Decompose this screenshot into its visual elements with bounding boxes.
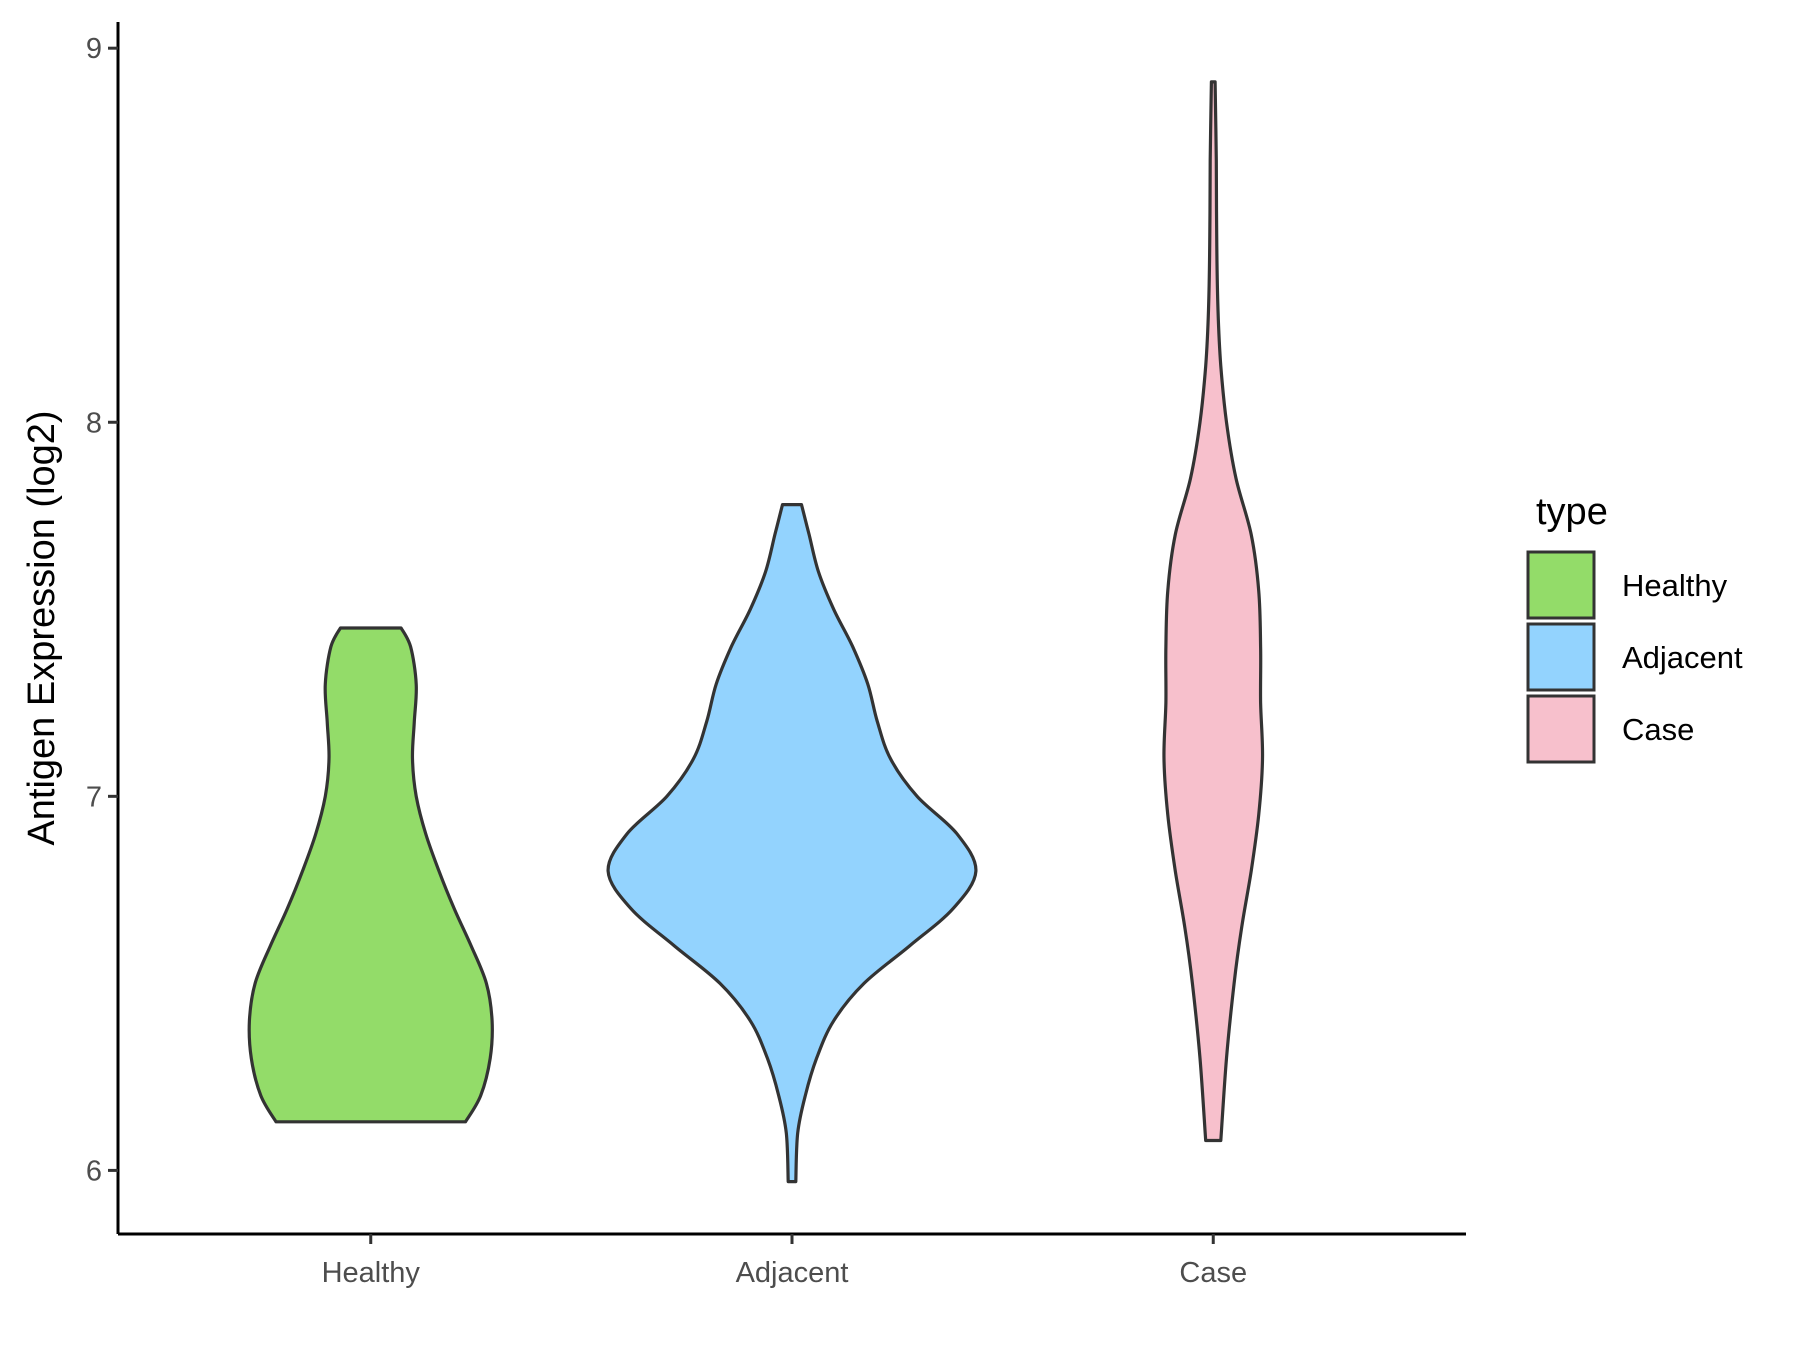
- violin-layer: [247, 80, 1265, 1184]
- violin-healthy: [247, 626, 494, 1124]
- x-tick-label: Case: [1179, 1257, 1247, 1289]
- legend-title: type: [1536, 491, 1608, 533]
- x-tick-label: Healthy: [322, 1257, 421, 1289]
- legend-label-case: Case: [1622, 712, 1694, 747]
- y-ticks: 6 7 8 9: [86, 33, 118, 1187]
- x-ticks: Healthy Adjacent Case: [322, 1234, 1247, 1289]
- y-axis-title: Antigen Expression (log2): [21, 410, 63, 845]
- violin-case: [1162, 80, 1265, 1143]
- legend-swatch-healthy: [1526, 550, 1596, 620]
- x-tick-label: Adjacent: [736, 1257, 849, 1289]
- y-tick-label: 9: [86, 33, 102, 65]
- y-tick-label: 8: [86, 407, 102, 439]
- y-tick-label: 7: [86, 781, 102, 813]
- legend-swatch-adjacent: [1526, 622, 1596, 692]
- legend-items: Healthy Adjacent Case: [1526, 550, 1743, 764]
- legend: type Healthy Adjacent Case: [1526, 491, 1743, 764]
- legend-label-healthy: Healthy: [1622, 568, 1728, 603]
- legend-label-adjacent: Adjacent: [1622, 640, 1743, 675]
- violin-adjacent: [606, 503, 978, 1184]
- y-tick-label: 6: [86, 1155, 102, 1187]
- legend-swatch-case: [1526, 694, 1596, 764]
